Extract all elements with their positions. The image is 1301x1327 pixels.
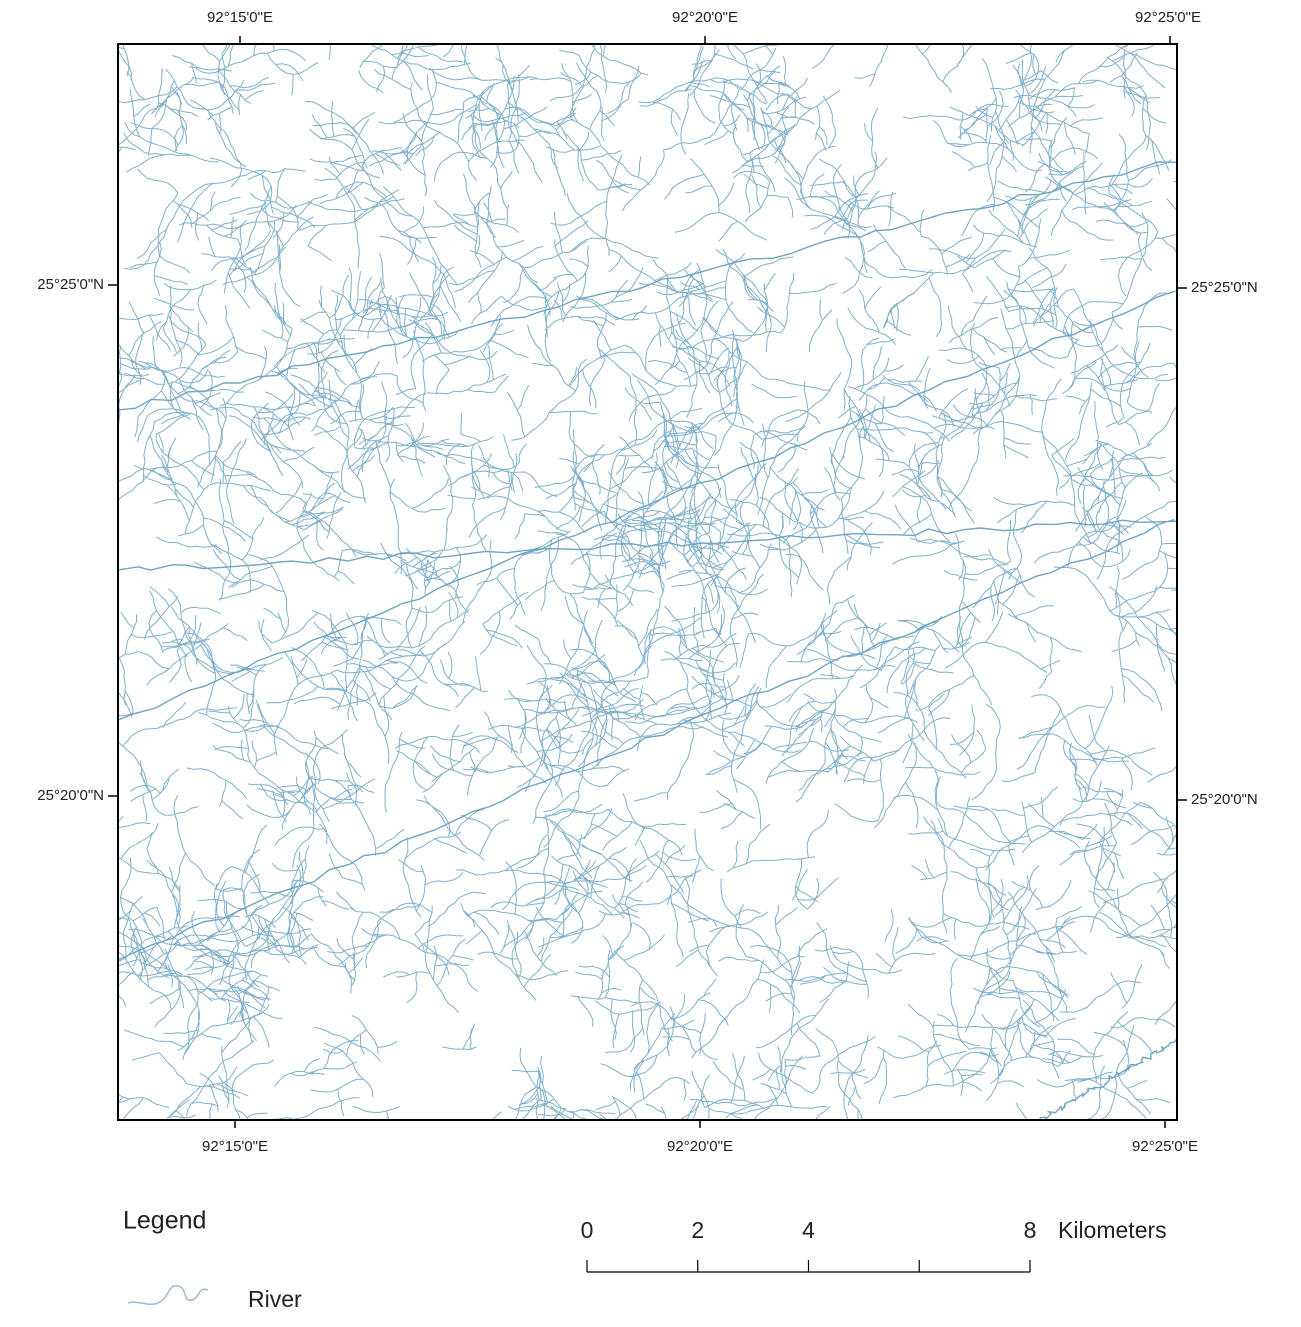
main-rivers — [118, 161, 1177, 1120]
latitude-label: 25°20'0"N — [1191, 791, 1258, 808]
graticule-ticks — [108, 36, 1187, 1128]
river-network — [118, 44, 1177, 1120]
longitude-label: 92°15'0"E — [202, 1138, 268, 1155]
longitude-label: 92°20'0"E — [667, 1138, 733, 1155]
legend-title: Legend — [123, 1207, 206, 1235]
longitude-label: 92°20'0"E — [672, 9, 738, 26]
longitude-label: 92°25'0"E — [1132, 1138, 1198, 1155]
scale-tick-label: 4 — [802, 1217, 815, 1243]
latitude-label: 25°25'0"N — [1191, 279, 1258, 296]
latitude-label: 25°20'0"N — [37, 787, 104, 804]
legend-river-symbol — [127, 1285, 209, 1306]
latitude-label: 25°25'0"N — [37, 276, 104, 293]
legend-item: River — [248, 1286, 302, 1312]
scale-tick-label: 8 — [1024, 1217, 1037, 1243]
scale-tick-label: 2 — [691, 1217, 704, 1243]
longitude-label: 92°25'0"E — [1135, 9, 1201, 26]
tributaries — [118, 44, 1177, 1120]
scale-bar: Kilometers 0 2 4 8 — [581, 1217, 1167, 1273]
scale-tick-label: 0 — [581, 1217, 594, 1243]
longitude-label: 92°15'0"E — [207, 9, 273, 26]
map-frame — [117, 43, 1178, 1121]
scale-unit: Kilometers — [1058, 1217, 1167, 1243]
